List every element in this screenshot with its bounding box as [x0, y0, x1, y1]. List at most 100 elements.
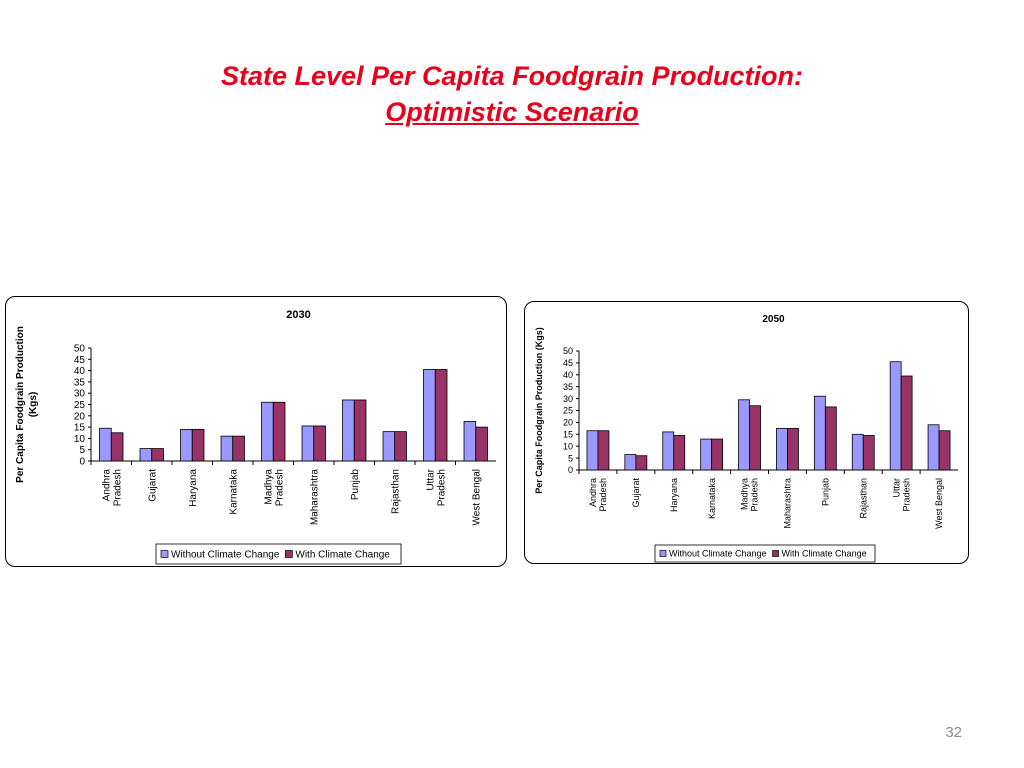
x-category-label: Rajasthan [390, 469, 401, 514]
bar-with-climate-change [862, 435, 875, 471]
x-category-label: AndhraPradesh [588, 478, 608, 512]
bar-with-climate-change [711, 438, 724, 471]
y-tick-label: 25 [563, 406, 573, 416]
bar-with-climate-change [787, 427, 799, 471]
chart-legend: Without Climate Change With Climate Chang… [155, 543, 402, 565]
y-tick-label: 50 [563, 346, 573, 356]
bar-without-climate-change [662, 431, 675, 471]
y-tick-label: 0 [79, 457, 85, 468]
x-category-label: Karnataka [707, 478, 717, 519]
x-category-label: West Bengal [934, 478, 944, 529]
y-tick-label: 35 [563, 382, 573, 392]
x-category-label: Punjab [350, 469, 361, 501]
x-category-label: MadhyaPradesh [263, 469, 285, 507]
x-category-label: Gujarat [147, 469, 158, 502]
y-tick-label: 35 [74, 377, 86, 388]
x-category-label: UttarPradesh [891, 478, 911, 512]
chart-legend: Without Climate Change With Climate Chang… [654, 544, 876, 563]
y-axis-label: Per Capita Foodgrain Production (Kgs) [15, 326, 39, 483]
chart-title: 2050 [762, 314, 785, 325]
chart-2030: 2030 Per Capita Foodgrain Production (Kgs)… [5, 296, 507, 567]
x-category-label: Rajasthan [858, 478, 868, 519]
bar-without-climate-change [301, 425, 315, 462]
bar-with-climate-change [597, 430, 610, 471]
y-tick-label: 20 [74, 411, 86, 422]
bar-without-climate-change [220, 435, 234, 462]
bar-without-climate-change [889, 361, 902, 471]
bar-with-climate-change [938, 430, 951, 471]
legend-label: Without Climate Change [669, 549, 767, 559]
y-tick-label: 5 [568, 453, 573, 463]
y-tick-label: 40 [74, 366, 86, 377]
bar-with-climate-change [191, 428, 205, 462]
bar-without-climate-change [139, 448, 153, 462]
x-category-label: Gujarat [631, 478, 641, 508]
y-tick-label: 5 [79, 445, 85, 456]
legend-label: With Climate Change [295, 550, 390, 561]
x-category-label: MadhyaPradesh [740, 478, 760, 512]
x-category-label: Karnataka [228, 469, 239, 515]
y-tick-label: 15 [563, 429, 573, 439]
bar-with-climate-change [434, 369, 448, 462]
legend-swatch [772, 550, 779, 557]
bar-with-climate-change [313, 425, 326, 462]
chart-title: 2030 [286, 309, 310, 321]
title-line-2: Optimistic Scenario [385, 97, 639, 127]
bar-with-climate-change [110, 432, 124, 462]
bar-with-climate-change [749, 405, 761, 471]
page-number: 32 [945, 724, 962, 741]
y-tick-label: 30 [563, 394, 573, 404]
x-category-label: West Bengal [471, 469, 482, 526]
bar-with-climate-change [475, 426, 488, 462]
svg-text:Per Capita Foodgrain Productio: Per Capita Foodgrain Production (Kgs) [534, 327, 544, 494]
bar-without-climate-change [851, 433, 864, 471]
bar-without-climate-change [700, 438, 713, 471]
legend-swatch [160, 550, 169, 558]
bar-without-climate-change [423, 369, 436, 462]
y-tick-label: 40 [563, 370, 573, 380]
svg-text:Per Capita Foodgrain Productio: Per Capita Foodgrain Production (Kgs) [15, 326, 39, 483]
bar-without-climate-change [738, 399, 750, 471]
bar-without-climate-change [927, 424, 940, 471]
bar-without-climate-change [776, 427, 788, 471]
bar-without-climate-change [99, 427, 112, 462]
x-category-label: Punjab [821, 478, 831, 506]
y-tick-label: 0 [568, 465, 573, 475]
legend-swatch [659, 550, 667, 557]
bar-with-climate-change [232, 435, 245, 462]
x-category-label: Haryana [188, 469, 199, 507]
x-category-label: AndhraPradesh [101, 469, 123, 507]
bar-without-climate-change [813, 395, 826, 471]
bar-with-climate-change [151, 448, 164, 462]
y-tick-label: 50 [74, 344, 86, 355]
x-category-label: Maharashtra [309, 469, 320, 526]
legend-label: Without Climate Change [171, 550, 280, 561]
x-category-label: Haryana [669, 478, 679, 512]
bar-with-climate-change [824, 406, 837, 471]
y-tick-label: 15 [74, 423, 86, 434]
y-tick-label: 30 [74, 389, 86, 400]
y-tick-label: 10 [563, 441, 573, 451]
y-tick-label: 20 [563, 418, 573, 428]
bar-with-climate-change [394, 431, 407, 462]
slide-title: State Level Per Capita Foodgrain Product… [0, 58, 1024, 130]
x-category-label: Maharashtra [783, 478, 793, 529]
y-tick-label: 10 [74, 434, 86, 445]
title-line-1: State Level Per Capita Foodgrain Product… [220, 61, 804, 91]
bar-without-climate-change [342, 399, 355, 462]
legend-swatch [285, 550, 293, 558]
legend-label: With Climate Change [782, 549, 867, 559]
bar-without-climate-change [261, 401, 274, 462]
y-tick-label: 25 [74, 400, 86, 411]
bar-with-climate-change [272, 401, 286, 462]
bar-with-climate-change [673, 435, 686, 471]
y-tick-label: 45 [74, 355, 86, 366]
y-axis-label: Per Capita Foodgrain Production (Kgs) [534, 327, 544, 494]
bar-without-climate-change [586, 430, 599, 471]
bar-without-climate-change [180, 428, 193, 462]
y-tick-label: 45 [563, 358, 573, 368]
chart-2050: 2050 Per Capita Foodgrain Production (Kgs… [524, 301, 969, 564]
bar-without-climate-change [463, 421, 477, 462]
